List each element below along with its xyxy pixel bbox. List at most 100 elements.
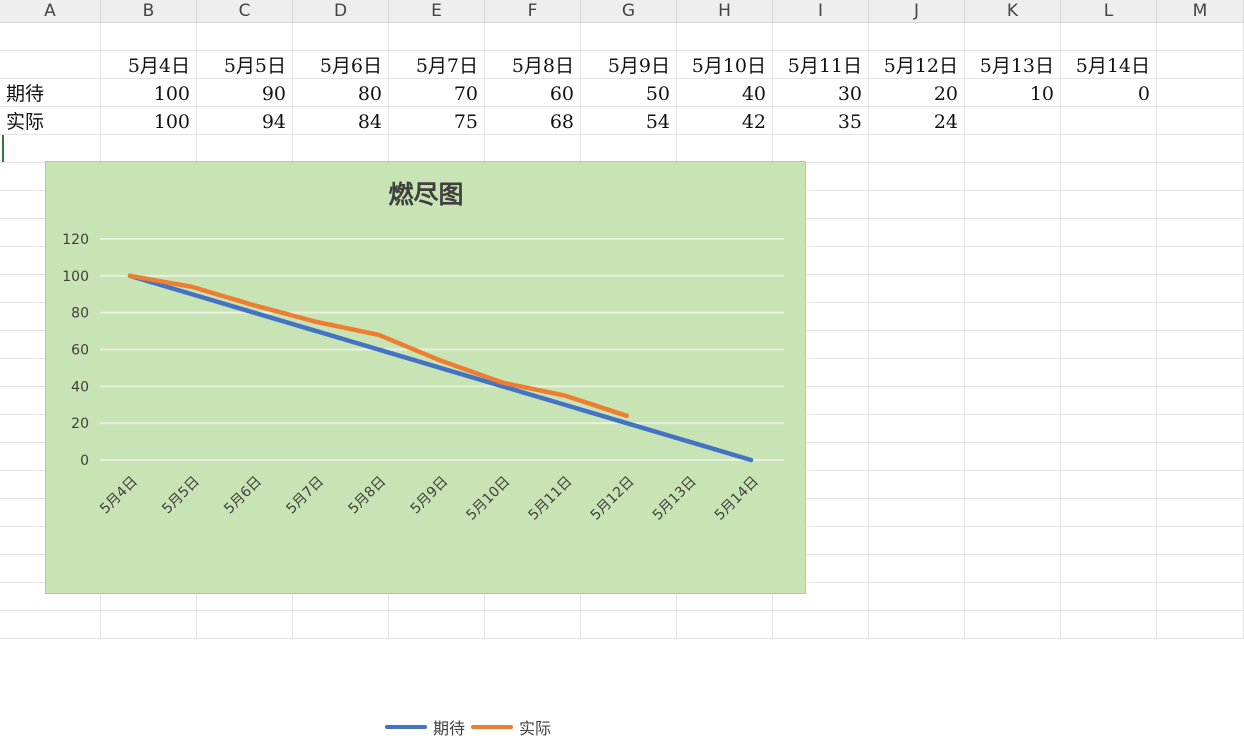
cell-a5[interactable] <box>0 135 101 163</box>
cell-l1[interactable] <box>1061 23 1157 51</box>
column-header-i[interactable]: I <box>773 0 869 22</box>
cell-m6[interactable] <box>1157 163 1244 191</box>
cell-c22[interactable] <box>197 611 293 639</box>
cell-d5[interactable] <box>293 135 389 163</box>
cell-i13[interactable] <box>773 359 869 387</box>
cell-h3[interactable]: 40 <box>677 79 773 107</box>
cell-j4[interactable]: 24 <box>869 107 965 135</box>
cell-l2[interactable]: 5月14日 <box>1061 51 1157 79</box>
cell-l10[interactable] <box>1061 275 1157 303</box>
cell-a22[interactable] <box>0 611 101 639</box>
cell-g5[interactable] <box>581 135 677 163</box>
cell-c3[interactable]: 90 <box>197 79 293 107</box>
cell-e3[interactable]: 70 <box>389 79 485 107</box>
cell-g1[interactable] <box>581 23 677 51</box>
cell-j12[interactable] <box>869 331 965 359</box>
cell-k22[interactable] <box>965 611 1061 639</box>
cell-a2[interactable] <box>0 51 101 79</box>
cell-b3[interactable]: 100 <box>101 79 197 107</box>
cell-i11[interactable] <box>773 303 869 331</box>
cell-l15[interactable] <box>1061 415 1157 443</box>
cell-k8[interactable] <box>965 219 1061 247</box>
cell-j7[interactable] <box>869 191 965 219</box>
cell-e22[interactable] <box>389 611 485 639</box>
cell-b5[interactable] <box>101 135 197 163</box>
cell-k16[interactable] <box>965 443 1061 471</box>
cell-i5[interactable] <box>773 135 869 163</box>
cell-k2[interactable]: 5月13日 <box>965 51 1061 79</box>
cell-c1[interactable] <box>197 23 293 51</box>
cell-l4[interactable] <box>1061 107 1157 135</box>
cell-m8[interactable] <box>1157 219 1244 247</box>
cell-j6[interactable] <box>869 163 965 191</box>
cell-m19[interactable] <box>1157 527 1244 555</box>
cell-l22[interactable] <box>1061 611 1157 639</box>
cell-j14[interactable] <box>869 387 965 415</box>
cell-b2[interactable]: 5月4日 <box>101 51 197 79</box>
cell-j19[interactable] <box>869 527 965 555</box>
column-header-a[interactable]: A <box>0 0 101 22</box>
cell-i6[interactable] <box>773 163 869 191</box>
cell-m15[interactable] <box>1157 415 1244 443</box>
cell-l20[interactable] <box>1061 555 1157 583</box>
cell-m9[interactable] <box>1157 247 1244 275</box>
cell-e5[interactable] <box>389 135 485 163</box>
cell-l5[interactable] <box>1061 135 1157 163</box>
cell-a21[interactable] <box>0 583 101 611</box>
cell-j11[interactable] <box>869 303 965 331</box>
cell-j8[interactable] <box>869 219 965 247</box>
cell-m12[interactable] <box>1157 331 1244 359</box>
cell-j21[interactable] <box>869 583 965 611</box>
cell-j17[interactable] <box>869 471 965 499</box>
cell-f1[interactable] <box>485 23 581 51</box>
cell-l3[interactable]: 0 <box>1061 79 1157 107</box>
cell-i19[interactable] <box>773 527 869 555</box>
cell-k5[interactable] <box>965 135 1061 163</box>
column-header-j[interactable]: J <box>869 0 965 22</box>
cell-f22[interactable] <box>485 611 581 639</box>
cell-m11[interactable] <box>1157 303 1244 331</box>
cell-k15[interactable] <box>965 415 1061 443</box>
cell-l21[interactable] <box>1061 583 1157 611</box>
cell-i17[interactable] <box>773 471 869 499</box>
cell-m1[interactable] <box>1157 23 1244 51</box>
cell-g21[interactable] <box>581 583 677 611</box>
cell-m14[interactable] <box>1157 387 1244 415</box>
cell-j1[interactable] <box>869 23 965 51</box>
cell-a4[interactable]: 实际 <box>0 107 101 135</box>
cell-e4[interactable]: 75 <box>389 107 485 135</box>
column-header-c[interactable]: C <box>197 0 293 22</box>
cell-k6[interactable] <box>965 163 1061 191</box>
cell-i2[interactable]: 5月11日 <box>773 51 869 79</box>
cell-m2[interactable] <box>1157 51 1244 79</box>
cell-d22[interactable] <box>293 611 389 639</box>
cell-j18[interactable] <box>869 499 965 527</box>
cell-l9[interactable] <box>1061 247 1157 275</box>
cell-i18[interactable] <box>773 499 869 527</box>
cell-j5[interactable] <box>869 135 965 163</box>
cell-i21[interactable] <box>773 583 869 611</box>
column-header-l[interactable]: L <box>1061 0 1157 22</box>
cell-m4[interactable] <box>1157 107 1244 135</box>
cell-k20[interactable] <box>965 555 1061 583</box>
cell-d4[interactable]: 84 <box>293 107 389 135</box>
cell-i1[interactable] <box>773 23 869 51</box>
cell-h5[interactable] <box>677 135 773 163</box>
cell-k17[interactable] <box>965 471 1061 499</box>
cell-l17[interactable] <box>1061 471 1157 499</box>
cell-h2[interactable]: 5月10日 <box>677 51 773 79</box>
cell-j10[interactable] <box>869 275 965 303</box>
column-header-g[interactable]: G <box>581 0 677 22</box>
cell-c2[interactable]: 5月5日 <box>197 51 293 79</box>
cell-h1[interactable] <box>677 23 773 51</box>
cell-d3[interactable]: 80 <box>293 79 389 107</box>
cell-b22[interactable] <box>101 611 197 639</box>
cell-e2[interactable]: 5月7日 <box>389 51 485 79</box>
cell-i9[interactable] <box>773 247 869 275</box>
cell-l13[interactable] <box>1061 359 1157 387</box>
cell-k18[interactable] <box>965 499 1061 527</box>
cell-k11[interactable] <box>965 303 1061 331</box>
cell-m17[interactable] <box>1157 471 1244 499</box>
cell-l19[interactable] <box>1061 527 1157 555</box>
cell-f4[interactable]: 68 <box>485 107 581 135</box>
